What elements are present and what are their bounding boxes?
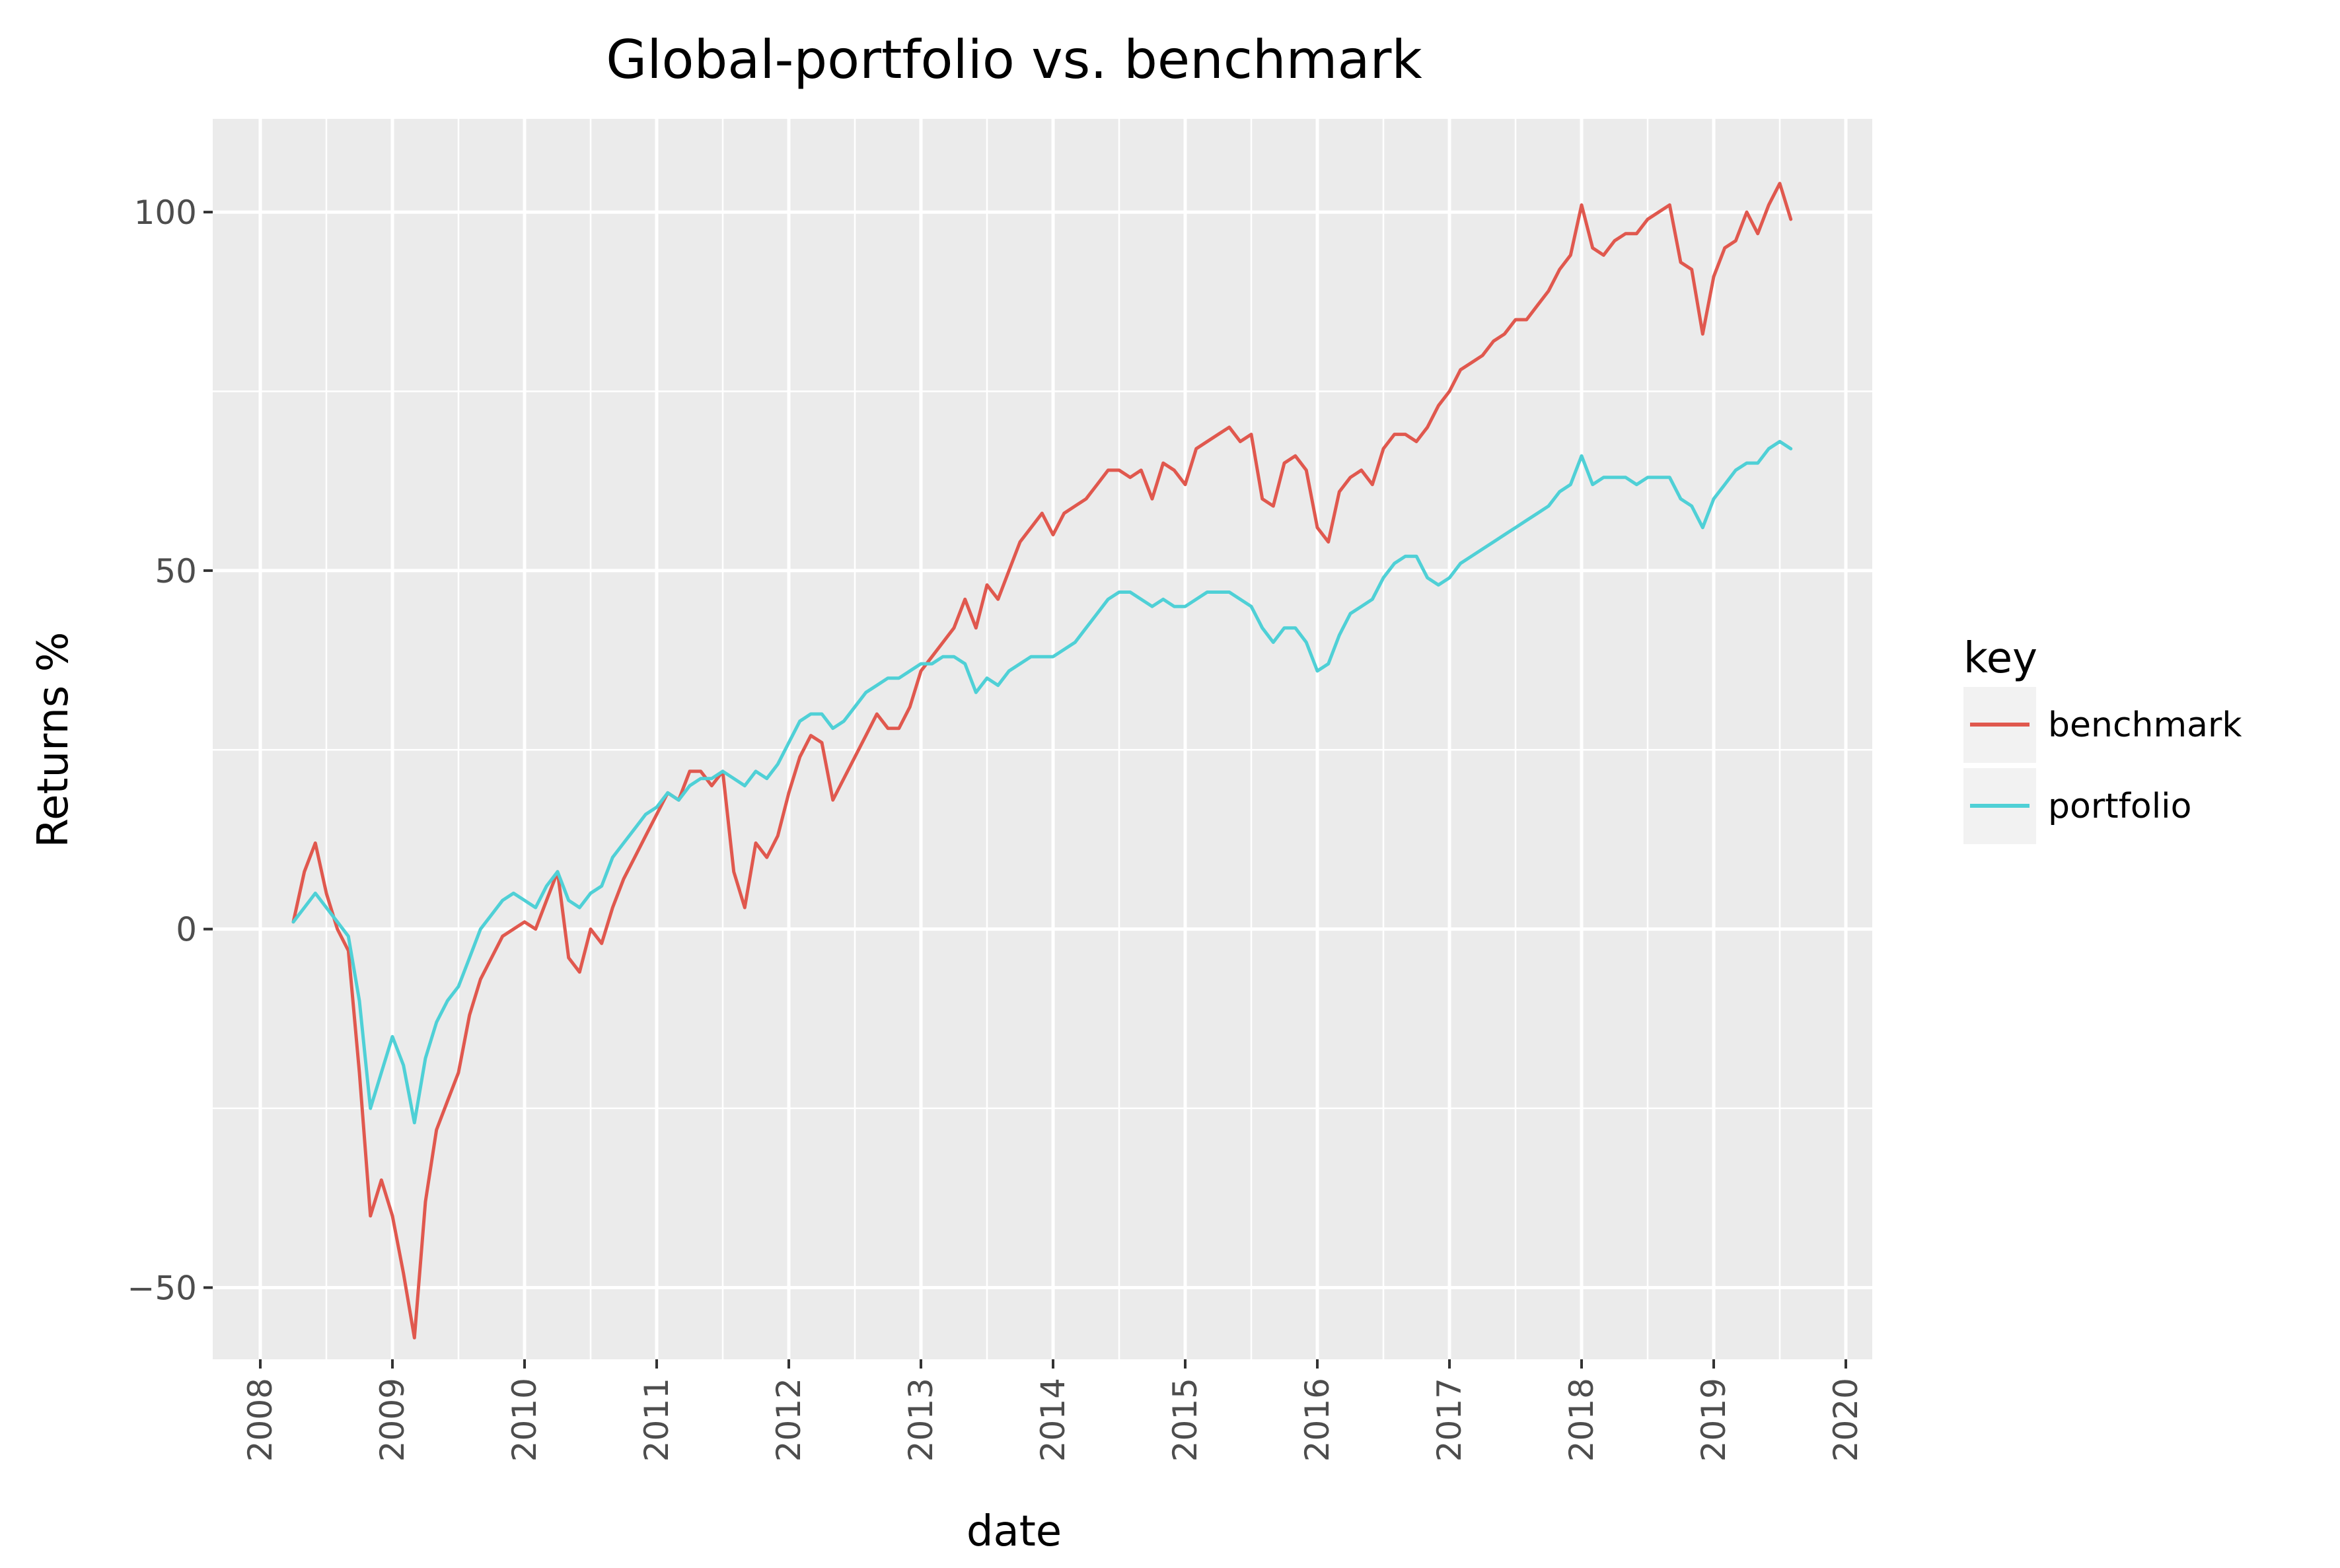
series-line-benchmark bbox=[291, 182, 1793, 1339]
x-tick-label: 2012 bbox=[770, 1378, 808, 1462]
y-axis-title: Returns % bbox=[29, 632, 78, 848]
x-axis: 2008 2009 2010 2011 2012 2013 2014 2015 2016 2017… bbox=[241, 1359, 1865, 1462]
legend-title: key bbox=[1963, 634, 2037, 683]
x-tick-label: 2018 bbox=[1562, 1378, 1601, 1462]
x-tick-label: 2009 bbox=[373, 1378, 412, 1462]
plot-panel bbox=[213, 119, 1872, 1359]
y-tick-label: 100 bbox=[134, 194, 197, 232]
x-tick-label: 2010 bbox=[505, 1378, 544, 1462]
major-grid bbox=[213, 119, 1872, 1359]
x-tick-label: 2017 bbox=[1430, 1378, 1469, 1462]
x-axis-title: date bbox=[967, 1507, 1062, 1556]
legend-item-benchmark: benchmark bbox=[1963, 687, 2242, 763]
x-tick-label: 2008 bbox=[241, 1378, 279, 1462]
x-tick-label: 2016 bbox=[1298, 1378, 1336, 1462]
chart-title: Global-portfolio vs. benchmark bbox=[606, 29, 1422, 90]
y-tick-label: 0 bbox=[176, 911, 197, 949]
minor-grid bbox=[213, 119, 1872, 1468]
series-line-portfolio bbox=[291, 440, 1793, 1125]
x-tick-label: 2014 bbox=[1034, 1378, 1072, 1462]
y-tick-label: 50 bbox=[155, 552, 197, 590]
x-tick-label: 2015 bbox=[1166, 1378, 1204, 1462]
y-tick-label: −50 bbox=[127, 1269, 197, 1307]
x-tick-label: 2011 bbox=[638, 1378, 676, 1462]
legend-label-portfolio: portfolio bbox=[2048, 787, 2191, 826]
x-tick-label: 2019 bbox=[1695, 1378, 1733, 1462]
y-axis: −50 0 50 100 bbox=[127, 194, 213, 1307]
series-layer bbox=[291, 182, 1793, 1339]
legend-item-portfolio: portfolio bbox=[1963, 768, 2191, 844]
legend: key benchmark portfolio bbox=[1963, 634, 2242, 844]
legend-label-benchmark: benchmark bbox=[2048, 705, 2242, 745]
x-tick-label: 2013 bbox=[902, 1378, 940, 1462]
x-tick-label: 2020 bbox=[1827, 1378, 1865, 1462]
